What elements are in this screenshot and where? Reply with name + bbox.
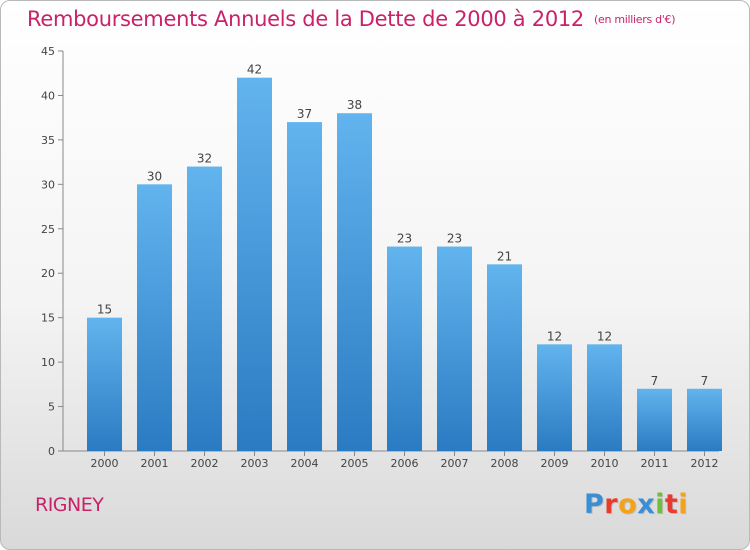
bar [287,122,322,451]
logo-letter: x [637,489,656,520]
logo-letter: P [584,489,605,520]
bar-value-label: 12 [547,329,562,343]
bar-value-label: 37 [297,107,312,121]
x-tick-label: 2007 [441,457,469,470]
bars [87,77,722,452]
x-tick-label: 2002 [191,457,219,470]
bar-value-label: 21 [497,249,512,263]
y-tick-label: 40 [41,89,55,102]
bar [487,264,522,451]
chart-title: Remboursements Annuels de la Dette de 20… [27,7,675,31]
bar-value-label: 23 [397,232,412,246]
bar-value-label: 30 [147,169,162,183]
x-tick-label: 2010 [591,457,619,470]
x-tick-label: 2001 [141,457,169,470]
bar-value-label: 7 [651,374,659,388]
chart-title-main: Remboursements Annuels de la Dette de 20… [27,7,584,31]
logo-letter: t [664,489,679,520]
bar [537,344,572,451]
bar-value-label: 23 [447,232,462,246]
logo-letter: o [618,489,638,520]
y-tick-label: 30 [41,178,55,191]
x-tick-label: 2004 [291,457,319,470]
x-tick-label: 2012 [691,457,719,470]
logo-letter: i [678,489,689,520]
bar-value-label: 15 [97,303,112,317]
logo-letter: r [604,489,619,520]
y-tick-label: 0 [48,445,55,458]
bar [337,113,372,451]
y-tick-label: 10 [41,356,55,369]
place-name: RIGNEY [35,494,104,516]
bar-value-label: 12 [597,329,612,343]
y-tick-label: 15 [41,312,55,325]
x-tick-label: 2011 [641,457,669,470]
y-tick-label: 35 [41,134,55,147]
logo-letter: i [655,489,665,520]
labels: 15 2000 30 2001 32 2002 42 2003 37 2004 38 2005 23 20… [91,63,719,470]
bar-value-label: 7 [701,374,709,388]
y-tick-label: 45 [41,45,55,58]
bar-value-label: 32 [197,152,212,166]
bar-value-label: 38 [347,98,362,112]
bar [687,388,722,451]
bar [137,184,172,452]
bar [187,166,222,452]
x-tick-label: 2000 [91,457,119,470]
x-tick-label: 2008 [491,457,519,470]
chart-title-unit: (en milliers d'€) [594,13,676,26]
bar [637,388,672,451]
bar [437,246,472,451]
x-tick-label: 2006 [391,457,419,470]
bar [387,246,422,451]
bar [237,77,272,452]
x-tick-label: 2009 [541,457,569,470]
y-tick-label: 25 [41,223,55,236]
y-tick-label: 20 [41,267,55,280]
bar-value-label: 42 [247,63,262,77]
x-tick-label: 2003 [241,457,269,470]
proxiti-logo[interactable]: Proxiti [584,489,688,520]
x-tick-label: 2005 [341,457,369,470]
y-tick-label: 5 [48,401,55,414]
bar [87,317,122,451]
bar [587,344,622,451]
